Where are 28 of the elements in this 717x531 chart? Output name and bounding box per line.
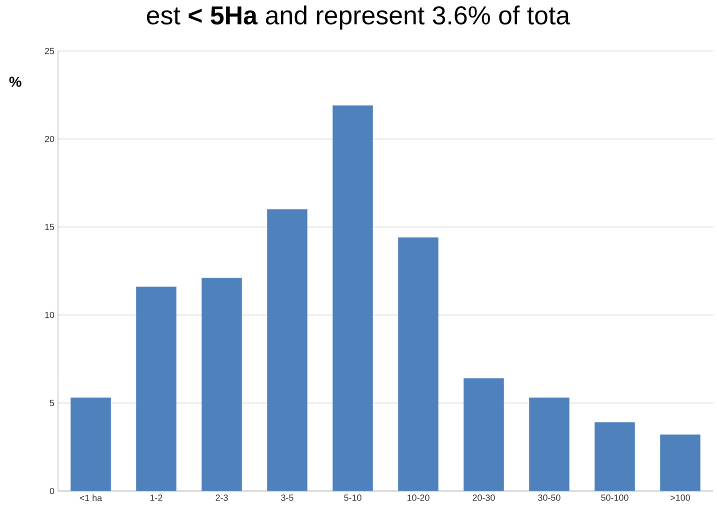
y-tick-label: 25 — [44, 48, 54, 54]
bar — [529, 398, 570, 491]
x-tick-label: 30-50 — [538, 494, 560, 501]
y-tick-label: 0 — [50, 488, 54, 494]
bar — [332, 105, 373, 491]
bar — [136, 286, 176, 491]
x-tick-label: 2-3 — [216, 494, 228, 501]
y-tick-label: 20 — [44, 136, 54, 142]
bar — [464, 378, 504, 491]
x-tick-label: 10-20 — [407, 494, 430, 501]
bar — [594, 422, 635, 491]
y-tick-label: 10 — [45, 312, 54, 318]
bar — [398, 237, 438, 491]
y-tick-label: 5 — [50, 400, 54, 406]
y-axis-title: % — [9, 76, 22, 87]
bar — [202, 278, 242, 491]
x-tick-label: 5-10 — [344, 494, 362, 501]
y-tick-label: 15 — [45, 224, 54, 230]
x-tick-label: 1-2 — [150, 494, 162, 501]
x-tick-label: >100 — [670, 494, 690, 501]
x-tick-label: 3-5 — [281, 494, 294, 501]
text: est < 5Ha and represent 3.6% of tota — [146, 6, 570, 30]
bar — [267, 209, 308, 491]
bar — [70, 398, 111, 491]
x-tick-label: <1 ha — [80, 494, 102, 502]
x-tick-label: 20-30 — [472, 494, 495, 501]
bar — [660, 434, 700, 491]
x-tick-label: 50-100 — [601, 494, 628, 501]
